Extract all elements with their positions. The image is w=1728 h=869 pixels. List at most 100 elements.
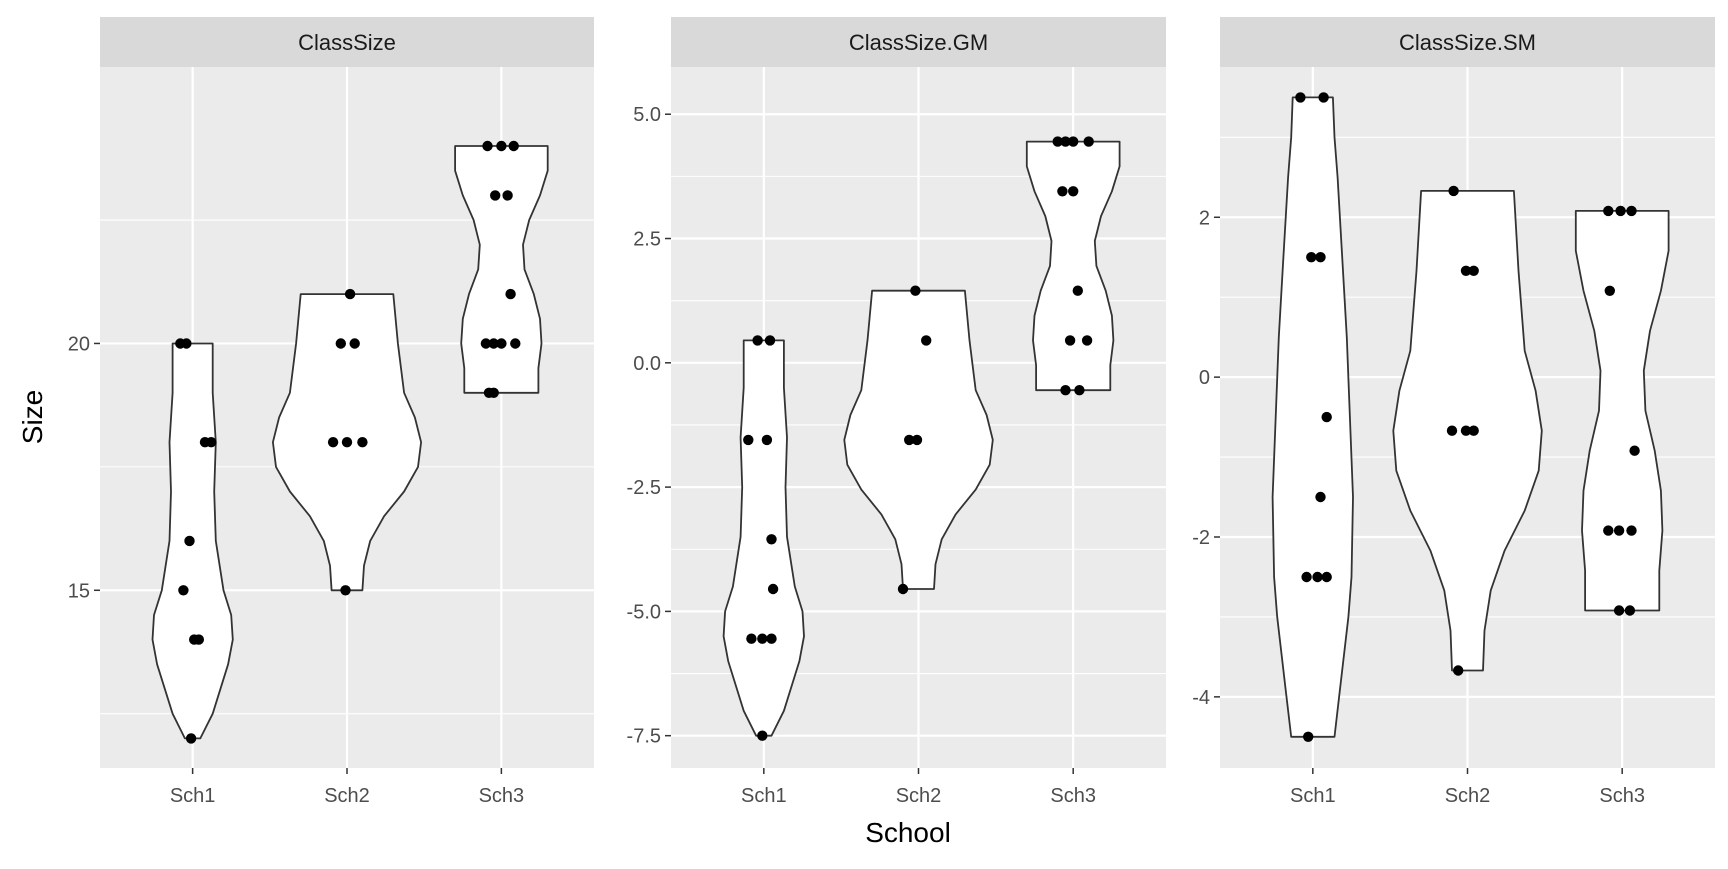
x-tick-label: Sch1 xyxy=(1290,785,1336,807)
facet-panel: ClassSize.SM -4 -2 0 2 Sch1 Sch2 Sch3 xyxy=(1192,17,1715,807)
data-point xyxy=(1468,265,1479,276)
facet-strip xyxy=(1220,17,1715,67)
violin-shape xyxy=(454,145,549,394)
data-point xyxy=(1301,571,1312,583)
data-point xyxy=(482,140,493,152)
data-point xyxy=(1295,92,1306,103)
facet-strip-label: ClassSize.GM xyxy=(849,30,988,55)
data-point xyxy=(757,730,768,741)
y-tick-label: 5.0 xyxy=(633,104,661,126)
y-tick-label: -2.5 xyxy=(627,477,661,499)
data-point xyxy=(1072,285,1084,296)
data-point xyxy=(1318,92,1329,103)
x-tick-label: Sch1 xyxy=(170,785,216,807)
data-point xyxy=(1321,571,1332,583)
data-point xyxy=(178,585,189,596)
data-point xyxy=(340,585,351,596)
data-point xyxy=(911,434,923,446)
x-tick-label: Sch1 xyxy=(741,785,787,807)
data-point xyxy=(184,535,195,547)
y-tick-label: -4 xyxy=(1192,687,1210,709)
data-point xyxy=(897,583,909,595)
data-point xyxy=(1460,265,1472,276)
data-point xyxy=(193,634,204,645)
facet-strip-label: ClassSize.SM xyxy=(1399,30,1536,55)
data-point xyxy=(766,534,777,545)
data-point xyxy=(496,140,507,152)
data-point xyxy=(341,437,353,448)
facet-strip xyxy=(100,17,594,67)
facet-strip xyxy=(671,17,1166,67)
data-point xyxy=(752,335,763,346)
x-tick-label: Sch2 xyxy=(324,785,370,807)
data-point xyxy=(761,434,773,446)
y-tick-label: 2.5 xyxy=(633,229,661,251)
data-point xyxy=(335,338,346,349)
y-tick-label: -7.5 xyxy=(627,726,661,748)
data-point xyxy=(1448,185,1459,197)
data-point xyxy=(1052,136,1063,147)
violin-shape xyxy=(1574,210,1670,612)
x-tick-label: Sch2 xyxy=(896,785,942,807)
data-point xyxy=(1315,252,1326,263)
data-point xyxy=(1446,425,1458,436)
y-tick-label: 0 xyxy=(1199,367,1210,389)
data-point xyxy=(508,140,519,152)
facet-strip-label: ClassSize xyxy=(298,30,396,55)
y-axis-title: Size xyxy=(17,390,48,444)
data-point xyxy=(1057,186,1068,197)
data-point xyxy=(181,338,192,349)
data-point xyxy=(1468,425,1479,436)
data-point xyxy=(1303,731,1314,742)
data-point xyxy=(510,338,521,349)
data-point xyxy=(1626,205,1637,217)
facet-panel: ClassSize 15 20 Sch1 Sch2 Sch3 xyxy=(68,17,594,807)
data-point xyxy=(1064,335,1076,346)
data-point xyxy=(1603,525,1614,536)
data-point xyxy=(357,437,368,448)
violin-shape xyxy=(1271,96,1354,738)
data-point xyxy=(344,288,356,300)
data-point xyxy=(1624,605,1636,616)
data-point xyxy=(1060,136,1071,147)
data-point xyxy=(1613,525,1625,536)
data-point xyxy=(1081,335,1093,346)
data-point xyxy=(206,437,217,448)
data-point xyxy=(767,583,779,595)
x-tick-label: Sch3 xyxy=(479,785,525,807)
data-point xyxy=(185,733,197,744)
data-point xyxy=(1460,425,1472,436)
data-point xyxy=(1604,285,1616,296)
data-point xyxy=(1315,491,1326,503)
x-tick-label: Sch2 xyxy=(1445,785,1491,807)
y-tick-label: 15 xyxy=(68,580,90,602)
data-point xyxy=(910,285,921,296)
data-point xyxy=(1074,385,1085,396)
data-point xyxy=(766,633,777,644)
data-point xyxy=(764,335,776,346)
data-point xyxy=(1060,385,1071,396)
x-tick-label: Sch3 xyxy=(1599,785,1645,807)
data-point xyxy=(1312,571,1323,583)
data-point xyxy=(1626,525,1637,536)
data-point xyxy=(904,434,915,446)
data-point xyxy=(496,338,507,349)
data-point xyxy=(490,190,501,201)
y-tick-label: 20 xyxy=(68,333,90,355)
data-point xyxy=(488,338,499,349)
data-point xyxy=(1615,205,1626,217)
data-point xyxy=(921,335,932,346)
data-point xyxy=(1306,252,1317,263)
data-point xyxy=(349,338,360,349)
y-tick-label: -2 xyxy=(1192,527,1210,549)
data-point xyxy=(1068,186,1079,197)
data-point xyxy=(1453,665,1464,676)
data-point xyxy=(1083,136,1094,147)
facet-panel: ClassSize.GM -7.5 -5.0 -2.5 0.0 2.5 5.0 Sch1 Sch… xyxy=(627,17,1166,807)
data-point xyxy=(1629,445,1640,456)
violin-shape xyxy=(1025,140,1121,392)
data-point xyxy=(1068,136,1079,147)
data-point xyxy=(488,387,499,398)
